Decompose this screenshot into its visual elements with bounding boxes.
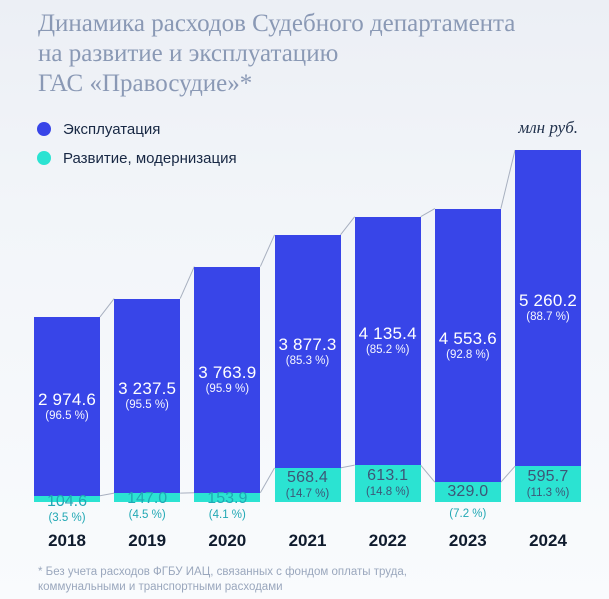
bar-2021-operation-segment: 3 877.3 (85.3 %): [274, 234, 341, 468]
development-percent: (14.8 %): [365, 486, 410, 499]
development-percent: (7.2 %): [449, 508, 487, 520]
bar-2018-development-label: 104.6 (3.5 %): [34, 492, 100, 525]
bar-2021-development-label: 568.4 (14.7 %): [285, 468, 330, 501]
bar-2018-operation-label: 2 974.6 (96.5 %): [38, 391, 96, 423]
operation-percent: (85.3 %): [285, 354, 330, 367]
legend-dot-operation-icon: [37, 122, 51, 136]
bar-2020-operation-label: 3 763.9 (95.9 %): [198, 364, 256, 396]
legend-label-operation: Эксплуатация: [63, 120, 161, 138]
bar-2023-operation-label: 4 553.6 (92.8 %): [439, 330, 497, 362]
development-value: 329.0: [447, 483, 489, 501]
x-axis-label-2021: 2021: [288, 531, 327, 550]
operation-percent: (88.7 %): [526, 311, 570, 324]
bar-2024-operation-segment: 5 260.2 (88.7 %): [515, 150, 582, 467]
bar-2023-development-percent-label: (7.2 %): [435, 505, 501, 521]
development-percent: (3.5 %): [48, 511, 86, 524]
bar-2019-operation-label: 3 237.5 (95.5 %): [118, 380, 176, 412]
legend: Эксплуатация Развитие, модернизация: [37, 120, 237, 167]
bar-2019-development-label: 147.0 (4.5 %): [114, 491, 180, 522]
bar-2019-operation-segment: 3 237.5 (95.5 %): [114, 298, 181, 494]
development-value: 153.9: [207, 489, 248, 507]
bar-2019-development-segment: [114, 493, 181, 502]
bar-2023-operation-segment: 4 553.6 (92.8 %): [434, 208, 501, 483]
unit-label: млн руб.: [518, 118, 578, 137]
x-axis-label-2023: 2023: [448, 531, 487, 550]
development-percent: (14.7 %): [285, 487, 330, 500]
bar-2020-development-segment: [194, 492, 261, 502]
bar-2021-development-segment: 568.4 (14.7 %): [274, 467, 341, 502]
bar-2021-operation-label: 3 877.3 (85.3 %): [278, 336, 336, 368]
operation-value: 4 135.4: [358, 324, 417, 344]
operation-percent: (85.2 %): [365, 344, 410, 357]
operation-value: 2 974.6: [37, 389, 97, 409]
legend-item-development: Развитие, модернизация: [37, 149, 237, 167]
development-percent: (11.3 %): [526, 486, 570, 499]
bar-2023-development-segment: 329.0: [434, 482, 501, 502]
x-axis-label-2018: 2018: [48, 531, 86, 550]
legend-dot-development-icon: [37, 151, 51, 165]
operation-percent: (95.5 %): [125, 399, 169, 412]
x-axis-label-2019: 2019: [128, 531, 167, 550]
development-value: 568.4: [286, 468, 329, 486]
x-axis-label-2024: 2024: [529, 531, 567, 550]
development-percent: (4.5 %): [128, 509, 166, 522]
operation-value: 3 763.9: [198, 362, 257, 382]
operation-value: 3 237.5: [118, 379, 177, 399]
x-axis-label-2022: 2022: [368, 531, 407, 550]
bar-2023-development-label: 329.0: [447, 484, 488, 500]
chart-title: Динамика расходов Судебного департамента…: [38, 10, 516, 97]
bar-2018-operation-segment: 2 974.6 (96.5 %): [34, 316, 100, 496]
operation-percent: (96.5 %): [45, 409, 89, 422]
bar-2022-operation-segment: 4 135.4 (85.2 %): [354, 216, 421, 466]
bar-2024-development-label: 595.7 (11.3 %): [526, 467, 570, 500]
bar-2024-development-segment: 595.7 (11.3 %): [515, 466, 582, 502]
bar-2022-development-segment: 613.1 (14.8 %): [354, 465, 421, 502]
bar-2024-operation-label: 5 260.2 (88.7 %): [519, 292, 577, 324]
bar-2022-development-label: 613.1 (14.8 %): [366, 468, 409, 499]
operation-percent: (92.8 %): [446, 348, 490, 361]
bar-2022-operation-label: 4 135.4 (85.2 %): [359, 325, 417, 357]
operation-value: 4 553.6: [438, 328, 497, 348]
bar-2018-development-segment: [34, 495, 100, 502]
bar-2020-development-label: 153.9 (4.1 %): [194, 489, 260, 522]
development-percent: (4.1 %): [208, 508, 246, 521]
operation-value: 5 260.2: [518, 291, 578, 311]
development-value: 147.0: [127, 490, 168, 508]
legend-label-development: Развитие, модернизация: [63, 149, 237, 167]
footnote: * Без учета расходов ФГБУ ИАЦ, связанных…: [38, 566, 407, 593]
development-value: 613.1: [367, 467, 409, 485]
operation-percent: (95.9 %): [205, 382, 250, 395]
x-axis-label-2020: 2020: [208, 531, 247, 550]
development-value: 595.7: [527, 467, 569, 485]
bar-2020-operation-segment: 3 763.9 (95.9 %): [194, 266, 261, 493]
legend-item-operation: Эксплуатация: [37, 120, 237, 138]
development-value: 104.6: [46, 492, 88, 510]
operation-value: 3 877.3: [278, 334, 337, 354]
